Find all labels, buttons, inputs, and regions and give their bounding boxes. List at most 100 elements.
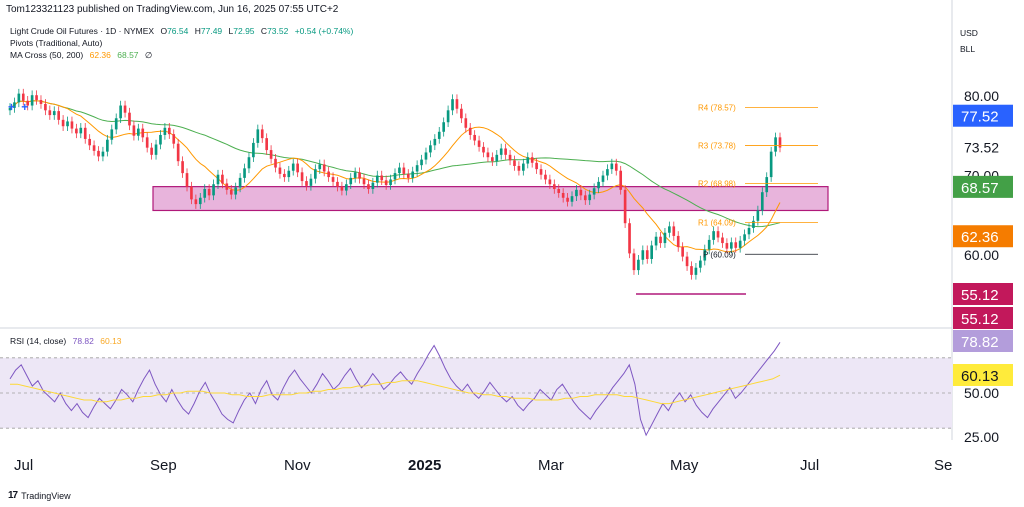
candle-body bbox=[380, 175, 384, 181]
rsi-tick-label: 50.00 bbox=[964, 385, 999, 401]
ohlc-close: C73.52 bbox=[260, 26, 289, 36]
price-label-value: 55.12 bbox=[961, 311, 999, 328]
ma-cross-legend[interactable]: MA Cross (50, 200) 62.36 68.57 ∅ bbox=[10, 50, 152, 61]
candle-body bbox=[557, 189, 561, 193]
candle-body bbox=[721, 237, 724, 244]
price-label-box bbox=[953, 283, 1013, 305]
candle-body bbox=[601, 175, 605, 182]
time-tick-label: Mar bbox=[538, 457, 564, 474]
candle-body bbox=[66, 121, 69, 127]
price-label-box bbox=[953, 225, 1013, 248]
candle-body bbox=[221, 174, 224, 184]
candle-body bbox=[769, 151, 773, 178]
candle-body bbox=[707, 239, 711, 250]
candle-body bbox=[123, 105, 127, 113]
candle-body bbox=[398, 167, 401, 174]
candle-body bbox=[402, 167, 406, 174]
candle-body bbox=[243, 168, 246, 178]
rsi-legend[interactable]: RSI (14, close) 78.82 60.13 bbox=[10, 336, 122, 346]
tradingview-logo: 17 bbox=[8, 490, 18, 501]
candle-body bbox=[167, 127, 171, 135]
candle-body bbox=[429, 145, 432, 153]
candle-body bbox=[30, 95, 34, 106]
candle-body bbox=[353, 172, 357, 178]
price-labels: 77.52 68.57 62.36 55.12 55.12 78.82 60.13 bbox=[953, 104, 1013, 386]
ohlc-high: H77.49 bbox=[194, 26, 223, 36]
candle-body bbox=[455, 99, 459, 109]
candle-body bbox=[300, 172, 304, 182]
pivot-label: R2 (68.98) bbox=[698, 180, 736, 189]
candle-body bbox=[305, 181, 308, 186]
candle-body bbox=[460, 108, 463, 119]
currency-label[interactable]: USD bbox=[960, 28, 978, 38]
time-tick-label: Jul bbox=[800, 457, 819, 474]
support-zone-group bbox=[152, 186, 829, 295]
candle-body bbox=[491, 157, 494, 162]
candle-body bbox=[588, 194, 592, 201]
ma-suffix: ∅ bbox=[144, 50, 153, 60]
symbol-name: Light Crude Oil Futures · 1D · NYMEX bbox=[10, 26, 155, 36]
candle-body bbox=[57, 111, 61, 120]
candle-body bbox=[190, 186, 193, 200]
symbol-legend: Light Crude Oil Futures · 1D · NYMEX O76… bbox=[10, 26, 353, 36]
candle-body bbox=[597, 181, 600, 189]
candle-body bbox=[393, 173, 397, 180]
pivot-label: P (60.09) bbox=[703, 250, 736, 259]
ohlc-change: +0.54 (+0.74%) bbox=[294, 26, 354, 36]
candle-body bbox=[216, 174, 220, 185]
candle-body bbox=[685, 256, 689, 267]
time-tick-label: May bbox=[670, 457, 699, 474]
rsi-label-value: 78.82 bbox=[961, 334, 999, 351]
candle-body bbox=[645, 250, 649, 259]
candle-body bbox=[21, 93, 25, 101]
candle-body bbox=[101, 151, 105, 157]
rsi-label-box bbox=[953, 364, 1013, 386]
candle-body bbox=[61, 119, 65, 127]
time-tick-label: Nov bbox=[284, 457, 311, 474]
candle-body bbox=[35, 95, 38, 100]
price-tick-label: 73.52 bbox=[964, 140, 999, 156]
candle-body bbox=[712, 231, 715, 240]
candle-body bbox=[619, 170, 623, 190]
rsi-ma-line bbox=[10, 374, 781, 405]
tradingview-brand[interactable]: 17 TradingView bbox=[8, 490, 71, 501]
candle-body bbox=[420, 159, 423, 166]
candle-body bbox=[610, 163, 614, 170]
candle-body bbox=[774, 137, 777, 152]
pivots-legend[interactable]: Pivots (Traditional, Auto) bbox=[10, 38, 103, 48]
candle-body bbox=[83, 127, 87, 139]
candle-body bbox=[367, 184, 370, 190]
candle-body bbox=[159, 134, 162, 145]
rsi-label-box bbox=[953, 330, 1013, 352]
candle-body bbox=[752, 220, 755, 228]
candle-body bbox=[734, 242, 738, 248]
candle-body bbox=[570, 196, 574, 202]
candle-body bbox=[676, 235, 680, 248]
candle-body bbox=[340, 186, 344, 191]
candle-body bbox=[70, 121, 74, 129]
candle-body bbox=[229, 189, 233, 195]
candle-body bbox=[362, 178, 366, 185]
candle-body bbox=[548, 179, 552, 185]
candle-body bbox=[725, 243, 729, 249]
candle-body bbox=[592, 188, 596, 195]
candle-body bbox=[128, 112, 131, 126]
candle-body bbox=[145, 137, 149, 148]
candle-body bbox=[110, 129, 114, 140]
candle-body bbox=[508, 154, 512, 161]
candle-body bbox=[446, 110, 450, 123]
candle-body bbox=[522, 163, 525, 171]
candle-body bbox=[287, 170, 291, 178]
candle-body bbox=[535, 162, 538, 170]
rsi-tick-label: 25.00 bbox=[964, 429, 999, 445]
candle-body bbox=[650, 245, 653, 259]
candle-body bbox=[344, 184, 348, 191]
candle-body bbox=[424, 152, 428, 160]
candle-body bbox=[212, 184, 215, 196]
unit-label: BLL bbox=[960, 44, 976, 54]
candle-body bbox=[349, 177, 353, 185]
candle-body bbox=[499, 148, 503, 155]
candle-body bbox=[747, 227, 751, 235]
